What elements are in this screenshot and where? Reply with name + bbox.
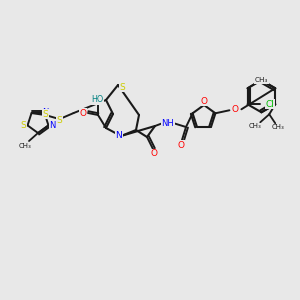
Text: N: N	[49, 121, 56, 130]
Text: N: N	[42, 108, 49, 117]
Text: CH₃: CH₃	[19, 143, 32, 149]
Text: CH₃: CH₃	[255, 77, 268, 83]
Text: S: S	[43, 110, 48, 118]
Text: S: S	[57, 116, 62, 124]
Text: O: O	[151, 149, 158, 158]
Text: O: O	[178, 140, 184, 149]
Text: NH: NH	[162, 118, 174, 127]
Text: S: S	[21, 121, 26, 130]
Text: S: S	[119, 82, 125, 91]
Text: O: O	[232, 105, 239, 114]
Text: CH₃: CH₃	[272, 124, 285, 130]
Text: N: N	[116, 130, 122, 140]
Text: Cl: Cl	[266, 100, 274, 109]
Text: O: O	[200, 97, 208, 106]
Text: HO: HO	[91, 95, 103, 104]
Text: O: O	[80, 109, 86, 118]
Text: CH₃: CH₃	[249, 123, 262, 129]
